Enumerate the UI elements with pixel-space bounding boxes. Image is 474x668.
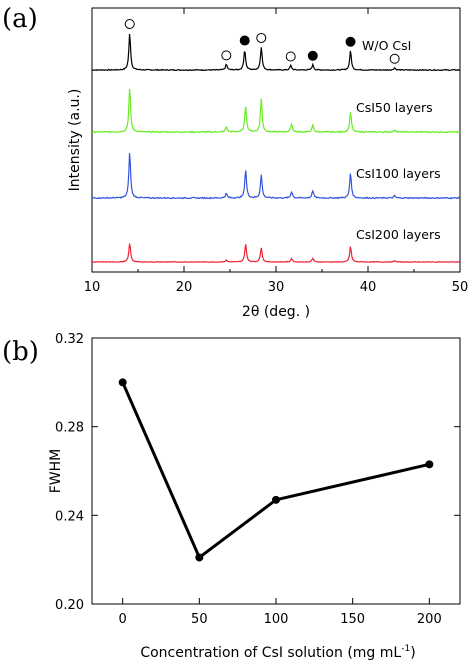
panel-a-label: (a) bbox=[2, 4, 38, 34]
panel-b-xlabel-superscript: -1 bbox=[401, 644, 410, 654]
panel-a-xtick-label: 30 bbox=[268, 280, 285, 295]
panel-b-ytick-label: 0.20 bbox=[55, 598, 84, 613]
panel-a-xlabel: 2θ (deg. ) bbox=[242, 304, 310, 320]
panel-b-xtick-label: 150 bbox=[340, 612, 365, 627]
open-circle-marker bbox=[124, 18, 135, 29]
filled-circle-marker bbox=[307, 50, 318, 61]
panel-b-xlabel: Concentration of CsI solution (mg mL-1) bbox=[140, 644, 415, 661]
xrd-series-line bbox=[91, 88, 461, 134]
panel-b-xtick-label: 0 bbox=[119, 612, 127, 627]
fwhm-data-point bbox=[195, 553, 204, 562]
xrd-series-label: CsI200 layers bbox=[356, 227, 441, 242]
fwhm-data-point bbox=[118, 378, 127, 387]
panel-a-xtick-label: 20 bbox=[176, 280, 193, 295]
panel-b-xtick-label: 100 bbox=[264, 612, 289, 627]
panel-b-xtick-label: 200 bbox=[417, 612, 442, 627]
fwhm-data-point bbox=[272, 495, 280, 504]
panel-b-ytick-label: 0.32 bbox=[55, 332, 84, 347]
open-circle-marker bbox=[285, 51, 296, 62]
xrd-series-label: W/O CsI bbox=[362, 38, 411, 53]
panel-b-ytick-label: 0.28 bbox=[55, 421, 84, 436]
open-circle-marker bbox=[221, 50, 232, 61]
panel-b-ylabel: FWHM bbox=[48, 449, 64, 494]
filled-circle-marker bbox=[239, 35, 250, 46]
xrd-series-label: CsI50 layers bbox=[356, 100, 433, 115]
xrd-series-line bbox=[91, 33, 461, 72]
xrd-series-line bbox=[91, 243, 461, 263]
open-circle-marker bbox=[389, 53, 400, 64]
fwhm-data-point bbox=[425, 460, 434, 469]
xrd-series-line bbox=[91, 153, 461, 200]
panel-a-xtick-label: 10 bbox=[84, 280, 101, 295]
xrd-series-label: CsI100 layers bbox=[356, 166, 441, 181]
panel-b-xtick-label: 50 bbox=[191, 612, 208, 627]
open-circle-marker bbox=[256, 32, 267, 43]
panel-a-ylabel: Intensity (a.u.) bbox=[67, 89, 83, 192]
filled-circle-marker bbox=[345, 36, 356, 47]
panel-a-xtick-label: 40 bbox=[360, 280, 377, 295]
panel-a-xtick-label: 50 bbox=[452, 280, 469, 295]
panel-b-ytick-label: 0.24 bbox=[55, 509, 84, 524]
fwhm-line bbox=[121, 381, 430, 559]
panel-b-label: (b) bbox=[2, 337, 39, 367]
